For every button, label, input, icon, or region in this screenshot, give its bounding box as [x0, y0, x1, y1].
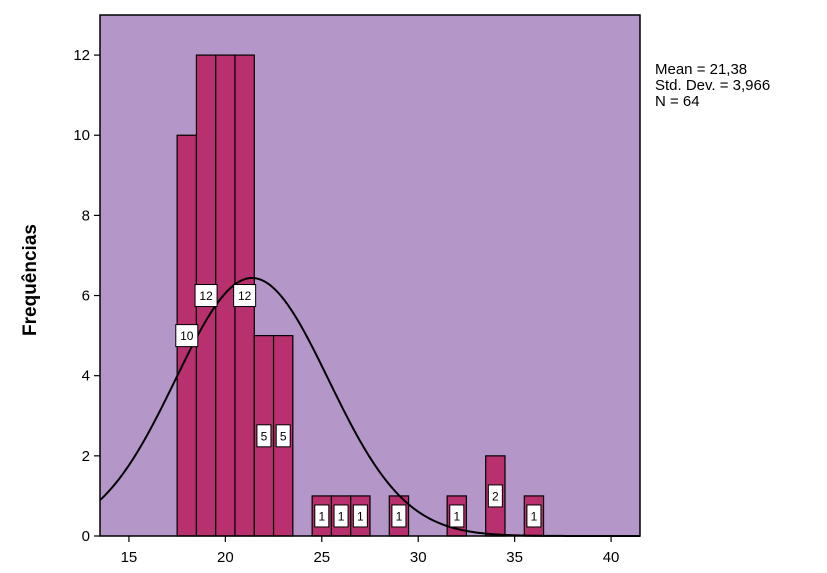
- y-tick-label: 2: [82, 448, 90, 465]
- data-label: 12: [238, 289, 252, 303]
- stat-n: N = 64: [655, 93, 700, 110]
- x-tick-label: 30: [410, 549, 427, 566]
- data-label-box: [333, 504, 349, 528]
- data-label: 1: [357, 509, 364, 523]
- data-label: 1: [338, 509, 345, 523]
- data-label: 1: [531, 509, 538, 523]
- y-tick-label: 0: [82, 528, 90, 545]
- x-tick-label: 40: [603, 549, 620, 566]
- x-tick-label: 35: [506, 549, 523, 566]
- plot-frame: [99, 14, 641, 537]
- data-label-box: [175, 324, 199, 348]
- stat-mean: Mean = 21,38: [655, 61, 748, 78]
- data-label-box: [526, 504, 542, 528]
- y-tick-label: 6: [82, 288, 90, 305]
- data-label: 12: [199, 289, 213, 303]
- stats-box: Mean = 21,38 Std. Dev. = 3,966 N = 64: [655, 62, 770, 110]
- x-tick-label: 15: [121, 549, 138, 566]
- data-label: 10: [180, 329, 194, 343]
- data-label: 1: [318, 509, 325, 523]
- data-label-box: [233, 284, 257, 308]
- data-label: 1: [453, 509, 460, 523]
- data-label: 2: [492, 489, 499, 503]
- data-label: 1: [396, 509, 403, 523]
- data-label-box: [487, 484, 503, 508]
- data-label: 5: [261, 429, 268, 443]
- histogram-bar: [215, 54, 236, 537]
- data-label-box: [449, 504, 465, 528]
- data-label-box: [314, 504, 330, 528]
- y-tick-label: 12: [73, 47, 90, 64]
- y-axis-title: Frequências: [20, 224, 41, 336]
- x-tick-label: 25: [313, 549, 330, 566]
- data-label: 5: [280, 429, 287, 443]
- y-tick-label: 10: [73, 127, 90, 144]
- data-label-box: [352, 504, 368, 528]
- x-tick-label: 20: [217, 549, 234, 566]
- data-label-box: [275, 424, 291, 448]
- data-label-box: [391, 504, 407, 528]
- y-axis-title-box: Frequências: [20, 224, 41, 336]
- y-tick-label: 4: [82, 368, 90, 385]
- y-tick-label: 8: [82, 207, 90, 224]
- data-label-box: [256, 424, 272, 448]
- stat-std-dev: Std. Dev. = 3,966: [655, 77, 771, 94]
- data-label-box: [194, 284, 218, 308]
